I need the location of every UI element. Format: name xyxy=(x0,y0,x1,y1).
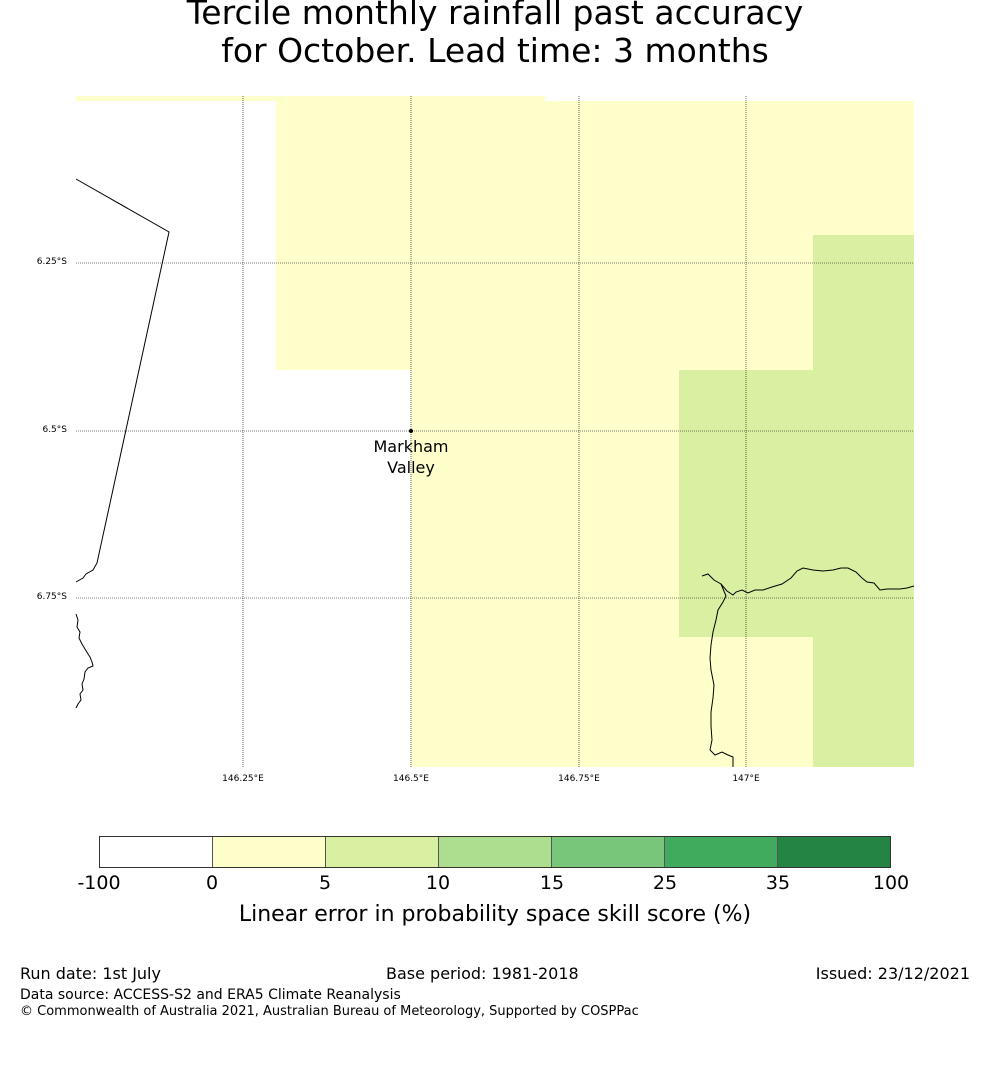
colorbar-tick: 25 xyxy=(652,872,678,894)
colorbar-segment xyxy=(665,837,778,867)
place-label-line-1: Markham xyxy=(373,437,449,456)
lat-label-6-5: 6.5°S xyxy=(42,425,67,435)
run-date: Run date: 1st July xyxy=(20,964,161,983)
skill-map xyxy=(75,96,915,767)
colorbar-segment xyxy=(326,837,439,867)
colorbar-segment xyxy=(552,837,665,867)
map-title: Tercile monthly rainfall past accuracy f… xyxy=(0,0,990,70)
skill-cell-0-5 xyxy=(276,96,411,370)
lon-label-146-25: 146.25°E xyxy=(222,774,264,784)
colorbar-segment xyxy=(213,837,326,867)
colorbar-tick: 0 xyxy=(205,872,219,894)
lon-label-146-5: 146.5°E xyxy=(393,774,429,784)
river-line xyxy=(709,583,734,767)
coastline-west xyxy=(75,613,94,709)
colorbar xyxy=(99,836,891,868)
colorbar-segment xyxy=(439,837,552,867)
colorbar-segment xyxy=(100,837,213,867)
colorbar-label: Linear error in probability space skill … xyxy=(238,902,752,927)
skill-cell-0-5 xyxy=(545,101,914,235)
copyright-notice: © Commonwealth of Australia 2021, Austra… xyxy=(20,1004,639,1019)
skill-cell-0-5 xyxy=(545,235,813,370)
colorbar-tick: 100 xyxy=(872,872,910,894)
lat-label-6-75: 6.75°S xyxy=(36,592,67,602)
place-label-markham-valley: Markham Valley xyxy=(361,436,461,478)
title-line-1: Tercile monthly rainfall past accuracy xyxy=(186,0,804,32)
coastline-east xyxy=(701,567,915,596)
title-line-2: for October. Lead time: 3 months xyxy=(221,31,769,70)
skill-cell-5-10 xyxy=(813,235,914,767)
place-label-line-2: Valley xyxy=(387,458,435,477)
markham-valley-marker xyxy=(409,429,413,433)
lat-label-6-25: 6.25°S xyxy=(36,257,67,267)
lon-label-146-75: 146.75°E xyxy=(558,774,600,784)
base-period: Base period: 1981-2018 xyxy=(386,964,579,983)
skill-cell-0-5 xyxy=(411,96,545,767)
colorbar-tick: 5 xyxy=(318,872,332,894)
colorbar-tick: 10 xyxy=(425,872,451,894)
boundary-line xyxy=(75,178,170,583)
lon-label-147: 147°E xyxy=(732,774,760,784)
colorbar-tick: 35 xyxy=(765,872,791,894)
colorbar-tick: 15 xyxy=(539,872,565,894)
colorbar-tick: -100 xyxy=(77,872,121,894)
colorbar-segment xyxy=(778,837,890,867)
skill-cell-0-5 xyxy=(545,370,679,767)
issued-date: Issued: 23/12/2021 xyxy=(815,964,970,983)
data-source: Data source: ACCESS-S2 and ERA5 Climate … xyxy=(20,987,401,1003)
